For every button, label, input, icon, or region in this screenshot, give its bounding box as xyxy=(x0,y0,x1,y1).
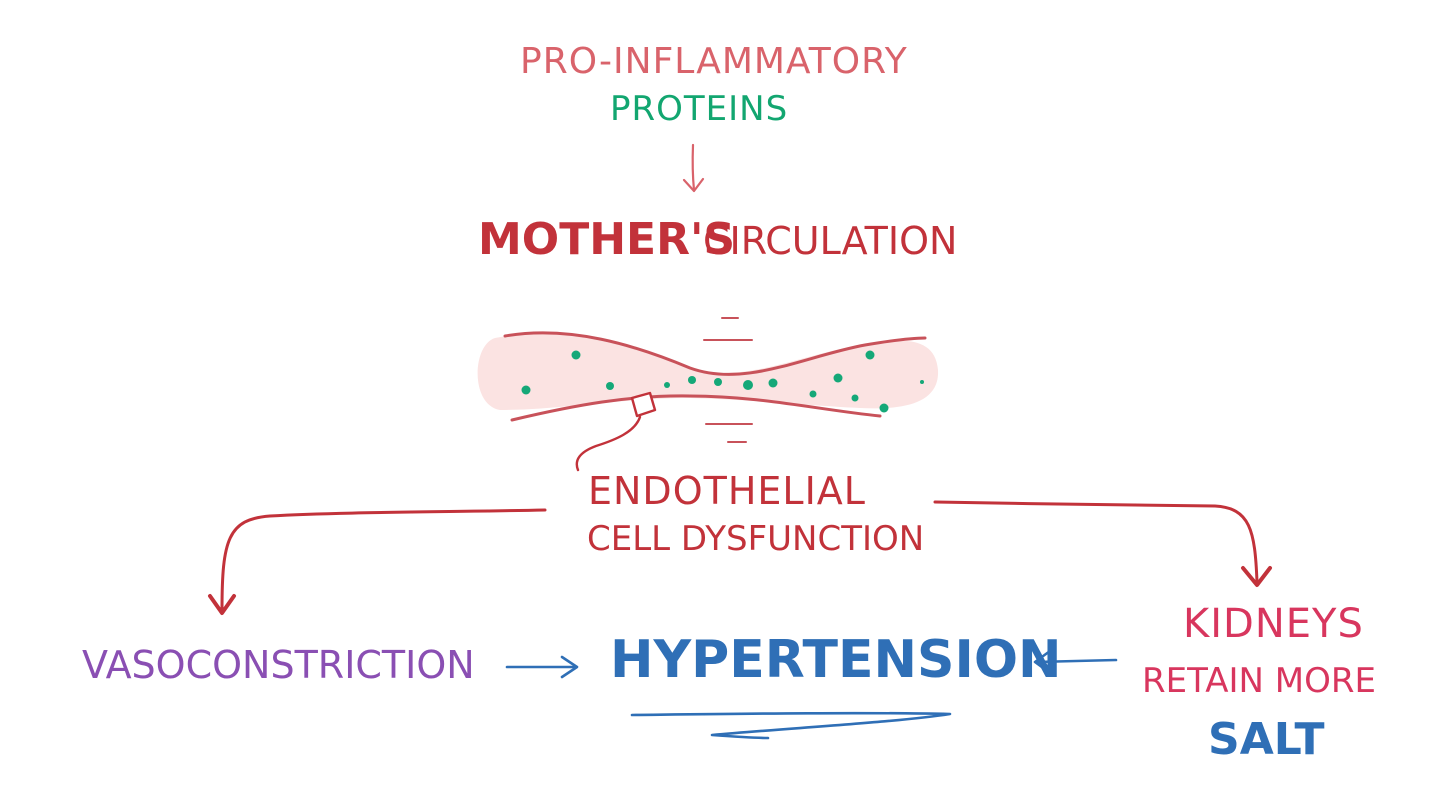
node-hypertension: Hypertension xyxy=(610,630,1062,690)
node-vasoconstriction: Vasoconstriction xyxy=(82,643,475,687)
arrow-proteins-to-circulation xyxy=(682,143,705,193)
node-cell-dysfunction: Cell dysfunction xyxy=(587,519,925,559)
protein-dots xyxy=(521,350,924,413)
hypertension-underline xyxy=(630,711,952,740)
node-pro-inflammatory: Pro-inflammatory xyxy=(520,41,908,82)
blood-vessel-icon xyxy=(477,317,939,443)
node-endothelial: Endothelial xyxy=(588,469,866,513)
arrow-vasoconstriction-to-hypertension xyxy=(505,655,579,679)
arrow-endothelial-to-vasoconstriction xyxy=(208,508,547,615)
node-mothers: Mother's xyxy=(478,214,736,265)
node-salt: Salt xyxy=(1208,714,1325,765)
node-kidneys: Kidneys xyxy=(1183,601,1364,647)
node-retain-more: Retain more xyxy=(1142,661,1376,701)
endothelial-cell-icon xyxy=(575,391,657,472)
arrow-endothelial-to-kidneys xyxy=(933,500,1272,587)
node-proteins: Proteins xyxy=(610,89,789,129)
node-circulation: Circulation xyxy=(703,219,958,263)
arrow-kidneys-to-hypertension xyxy=(1033,649,1118,675)
